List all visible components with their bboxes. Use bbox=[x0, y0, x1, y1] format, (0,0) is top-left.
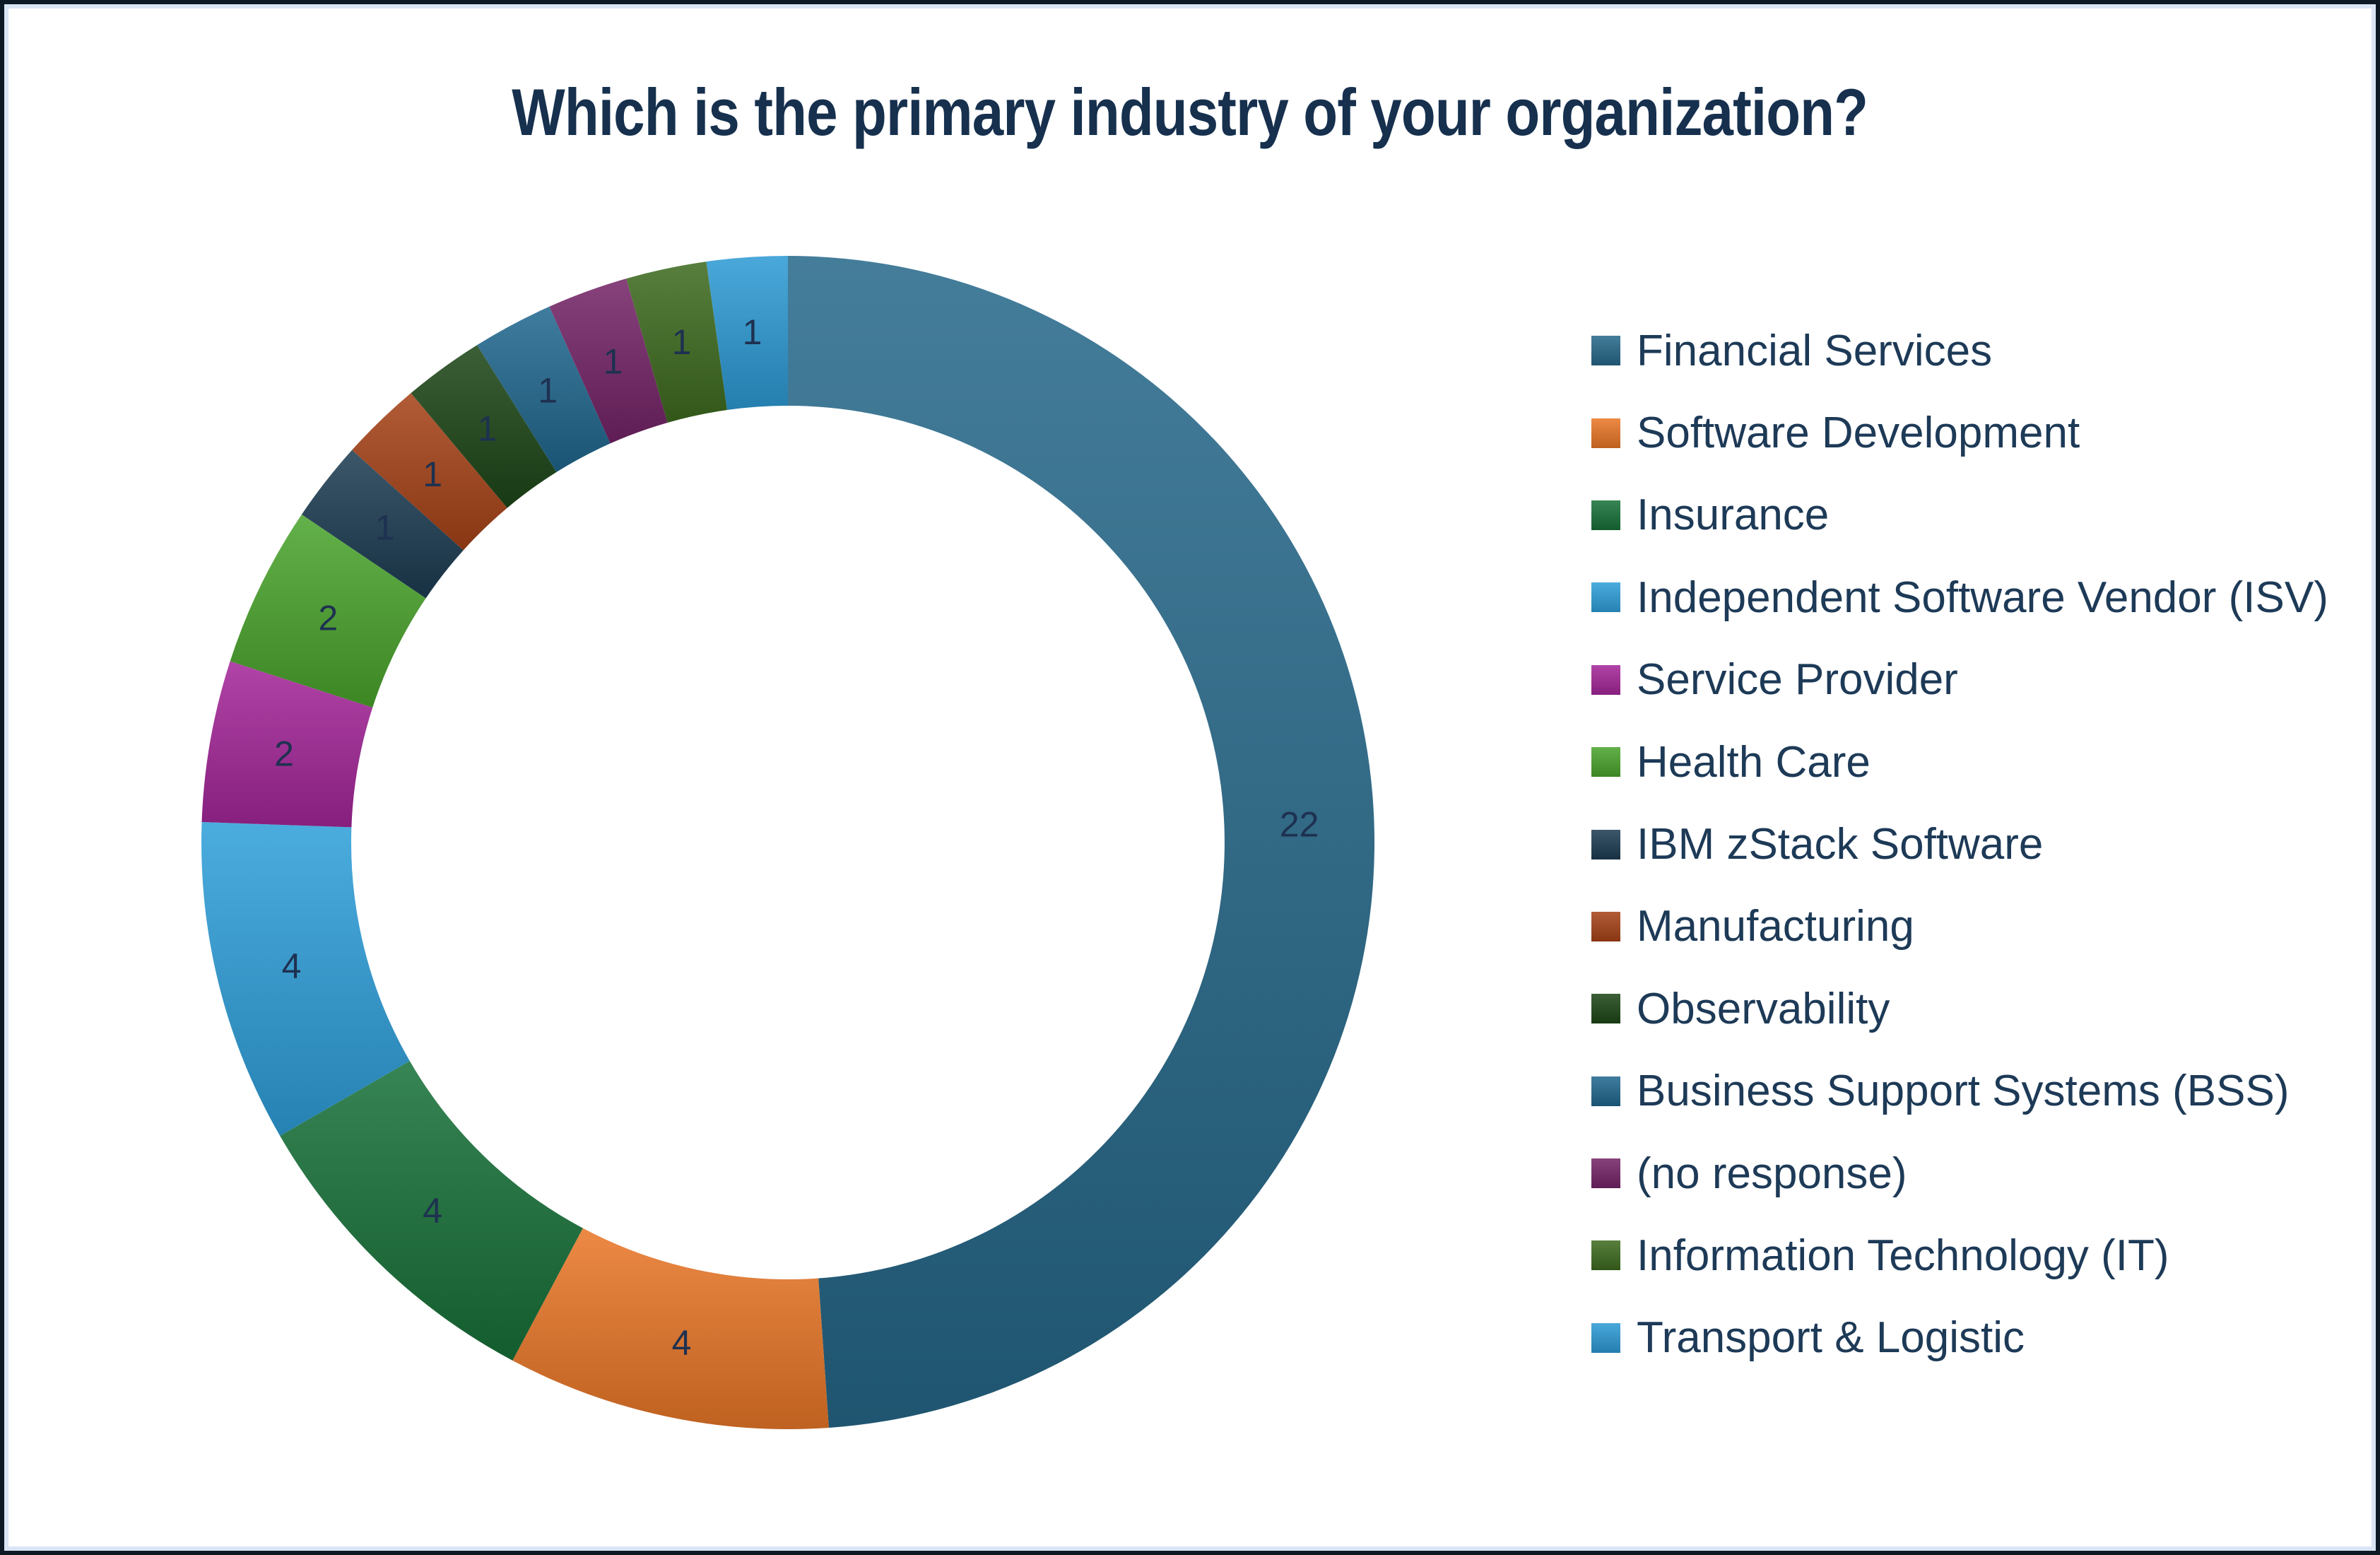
legend-label: Financial Services bbox=[1637, 326, 1993, 375]
legend-swatch bbox=[1591, 664, 1620, 695]
legend-item: Information Technology (IT) bbox=[1591, 1214, 2328, 1296]
legend-label: IBM zStack Software bbox=[1637, 820, 2044, 869]
slice-value-label: 1 bbox=[375, 507, 395, 547]
legend-item: Business Support Systems (BSS) bbox=[1591, 1050, 2328, 1132]
slice-value-label: 2 bbox=[274, 734, 294, 773]
legend-label: Service Provider bbox=[1637, 655, 1958, 705]
chart-title-text: Which is the primary industry of your or… bbox=[512, 74, 1869, 149]
legend-swatch bbox=[1591, 1322, 1620, 1353]
donut-slice bbox=[411, 345, 557, 508]
slice-value-label: 1 bbox=[743, 312, 762, 352]
slice-value-label: 1 bbox=[538, 371, 558, 411]
slice-value-label: 4 bbox=[423, 1191, 442, 1231]
legend-swatch bbox=[1591, 1076, 1620, 1106]
legend-item: Independent Software Vendor (ISV) bbox=[1591, 556, 2328, 638]
donut-slice bbox=[201, 661, 373, 828]
chart-title: Which is the primary industry of your or… bbox=[4, 74, 2376, 149]
donut-slice bbox=[512, 1228, 829, 1430]
legend-swatch bbox=[1591, 1158, 1620, 1189]
legend-label: Business Support Systems (BSS) bbox=[1637, 1067, 2290, 1116]
slice-value-label: 22 bbox=[1280, 805, 1319, 845]
legend-label: Insurance bbox=[1637, 491, 1830, 540]
legend-item: IBM zStack Software bbox=[1591, 803, 2328, 885]
legend-item: Health Care bbox=[1591, 721, 2328, 803]
legend-swatch bbox=[1591, 1240, 1620, 1271]
slice-value-label: 4 bbox=[672, 1323, 692, 1363]
legend-label: Information Technology (IT) bbox=[1637, 1231, 2169, 1280]
donut-slice bbox=[201, 822, 410, 1136]
legend-label: Transport & Logistic bbox=[1637, 1313, 2025, 1363]
legend-swatch bbox=[1591, 911, 1620, 941]
legend-label: Manufacturing bbox=[1637, 902, 1914, 951]
legend-swatch bbox=[1591, 418, 1620, 448]
legend-item: (no response) bbox=[1591, 1132, 2328, 1214]
legend-item: Transport & Logistic bbox=[1591, 1297, 2328, 1379]
slice-value-label: 1 bbox=[423, 454, 442, 494]
legend-item: Manufacturing bbox=[1591, 886, 2328, 968]
legend-label: Health Care bbox=[1637, 737, 1871, 787]
legend-item: Observability bbox=[1591, 968, 2328, 1050]
legend-label: Independent Software Vendor (ISV) bbox=[1637, 573, 2328, 622]
donut-slice bbox=[706, 256, 788, 411]
legend: Financial Services Software Development In… bbox=[1591, 310, 2328, 1379]
legend-label: Observability bbox=[1637, 984, 1890, 1033]
legend-item: Insurance bbox=[1591, 474, 2328, 556]
legend-item: Financial Services bbox=[1591, 310, 2328, 392]
slice-value-label: 1 bbox=[477, 409, 497, 448]
legend-item: Software Development bbox=[1591, 392, 2328, 474]
donut-slice bbox=[280, 1061, 583, 1361]
donut-slice bbox=[477, 306, 611, 472]
donut-slice bbox=[301, 450, 464, 599]
donut-slice bbox=[788, 256, 1375, 1428]
donut-slice bbox=[230, 514, 426, 708]
donut-slice bbox=[352, 393, 507, 551]
legend-label: (no response) bbox=[1637, 1149, 1907, 1198]
donut-slice bbox=[549, 278, 668, 444]
legend-swatch bbox=[1591, 747, 1620, 778]
legend-swatch bbox=[1591, 500, 1620, 530]
legend-item: Service Provider bbox=[1591, 639, 2328, 721]
slice-value-label: 1 bbox=[672, 322, 692, 362]
legend-swatch bbox=[1591, 582, 1620, 613]
slice-value-label: 1 bbox=[603, 342, 623, 382]
legend-label: Software Development bbox=[1637, 409, 2080, 458]
slice-value-label: 4 bbox=[282, 946, 302, 986]
donut-slice bbox=[626, 262, 727, 423]
legend-swatch bbox=[1591, 829, 1620, 859]
legend-swatch bbox=[1591, 336, 1620, 366]
legend-swatch bbox=[1591, 994, 1620, 1024]
slice-value-label: 2 bbox=[318, 599, 338, 638]
